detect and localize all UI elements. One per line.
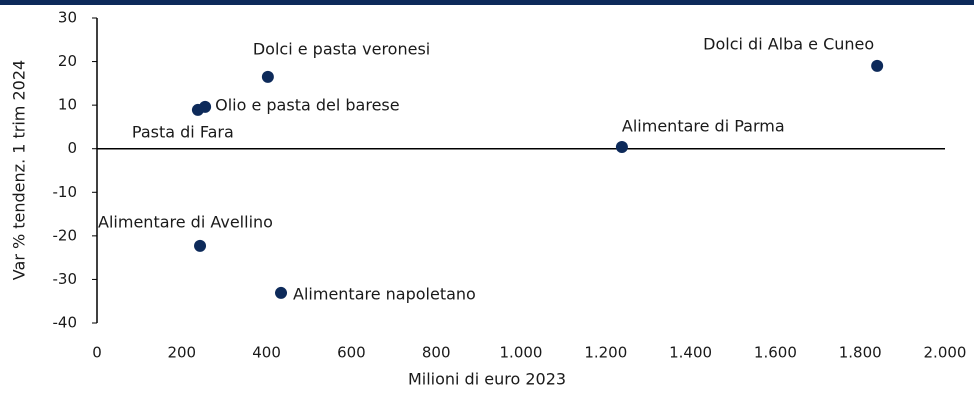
- point: [871, 59, 884, 72]
- x-tick-label: 800: [422, 344, 451, 362]
- x-tick-label: 1.200: [584, 344, 627, 362]
- point-label: Dolci e pasta veronesi: [253, 39, 430, 58]
- y-tick-label: 0: [67, 139, 77, 157]
- y-tick-label: -40: [53, 314, 78, 332]
- point-label: Alimentare di Avellino: [98, 212, 273, 231]
- point-label: Dolci di Alba e Cuneo: [703, 34, 874, 53]
- y-tick-label: 20: [58, 52, 77, 70]
- x-tick-label: 600: [337, 344, 366, 362]
- x-tick-label: 1.400: [669, 344, 712, 362]
- x-tick-label: 2.000: [924, 344, 967, 362]
- x-tick-label: 1.600: [754, 344, 797, 362]
- x-tick-label: 0: [92, 344, 102, 362]
- point: [191, 103, 204, 116]
- point: [615, 140, 628, 153]
- point-label: Pasta di Fara: [132, 122, 234, 141]
- y-tick-label: 30: [58, 9, 77, 27]
- y-tick-label: -20: [53, 226, 78, 244]
- point: [261, 70, 274, 83]
- point: [275, 286, 288, 299]
- x-tick-label: 400: [252, 344, 281, 362]
- x-tick-label: 1.800: [839, 344, 882, 362]
- y-tick-label: -10: [53, 183, 78, 201]
- y-tick-label: -30: [53, 270, 78, 288]
- x-tick-label: 200: [167, 344, 196, 362]
- y-tick-label: 10: [58, 96, 77, 114]
- top-bar: [0, 0, 974, 5]
- point-label: Olio e pasta del barese: [215, 95, 400, 114]
- x-axis-title: Milioni di euro 2023: [408, 370, 566, 389]
- point: [194, 239, 207, 252]
- x-tick-label: 1.000: [500, 344, 543, 362]
- y-axis-title: Var % tendenz. 1 trim 2024: [10, 60, 29, 280]
- point-label: Alimentare napoletano: [293, 284, 476, 303]
- point-label: Alimentare di Parma: [622, 116, 785, 135]
